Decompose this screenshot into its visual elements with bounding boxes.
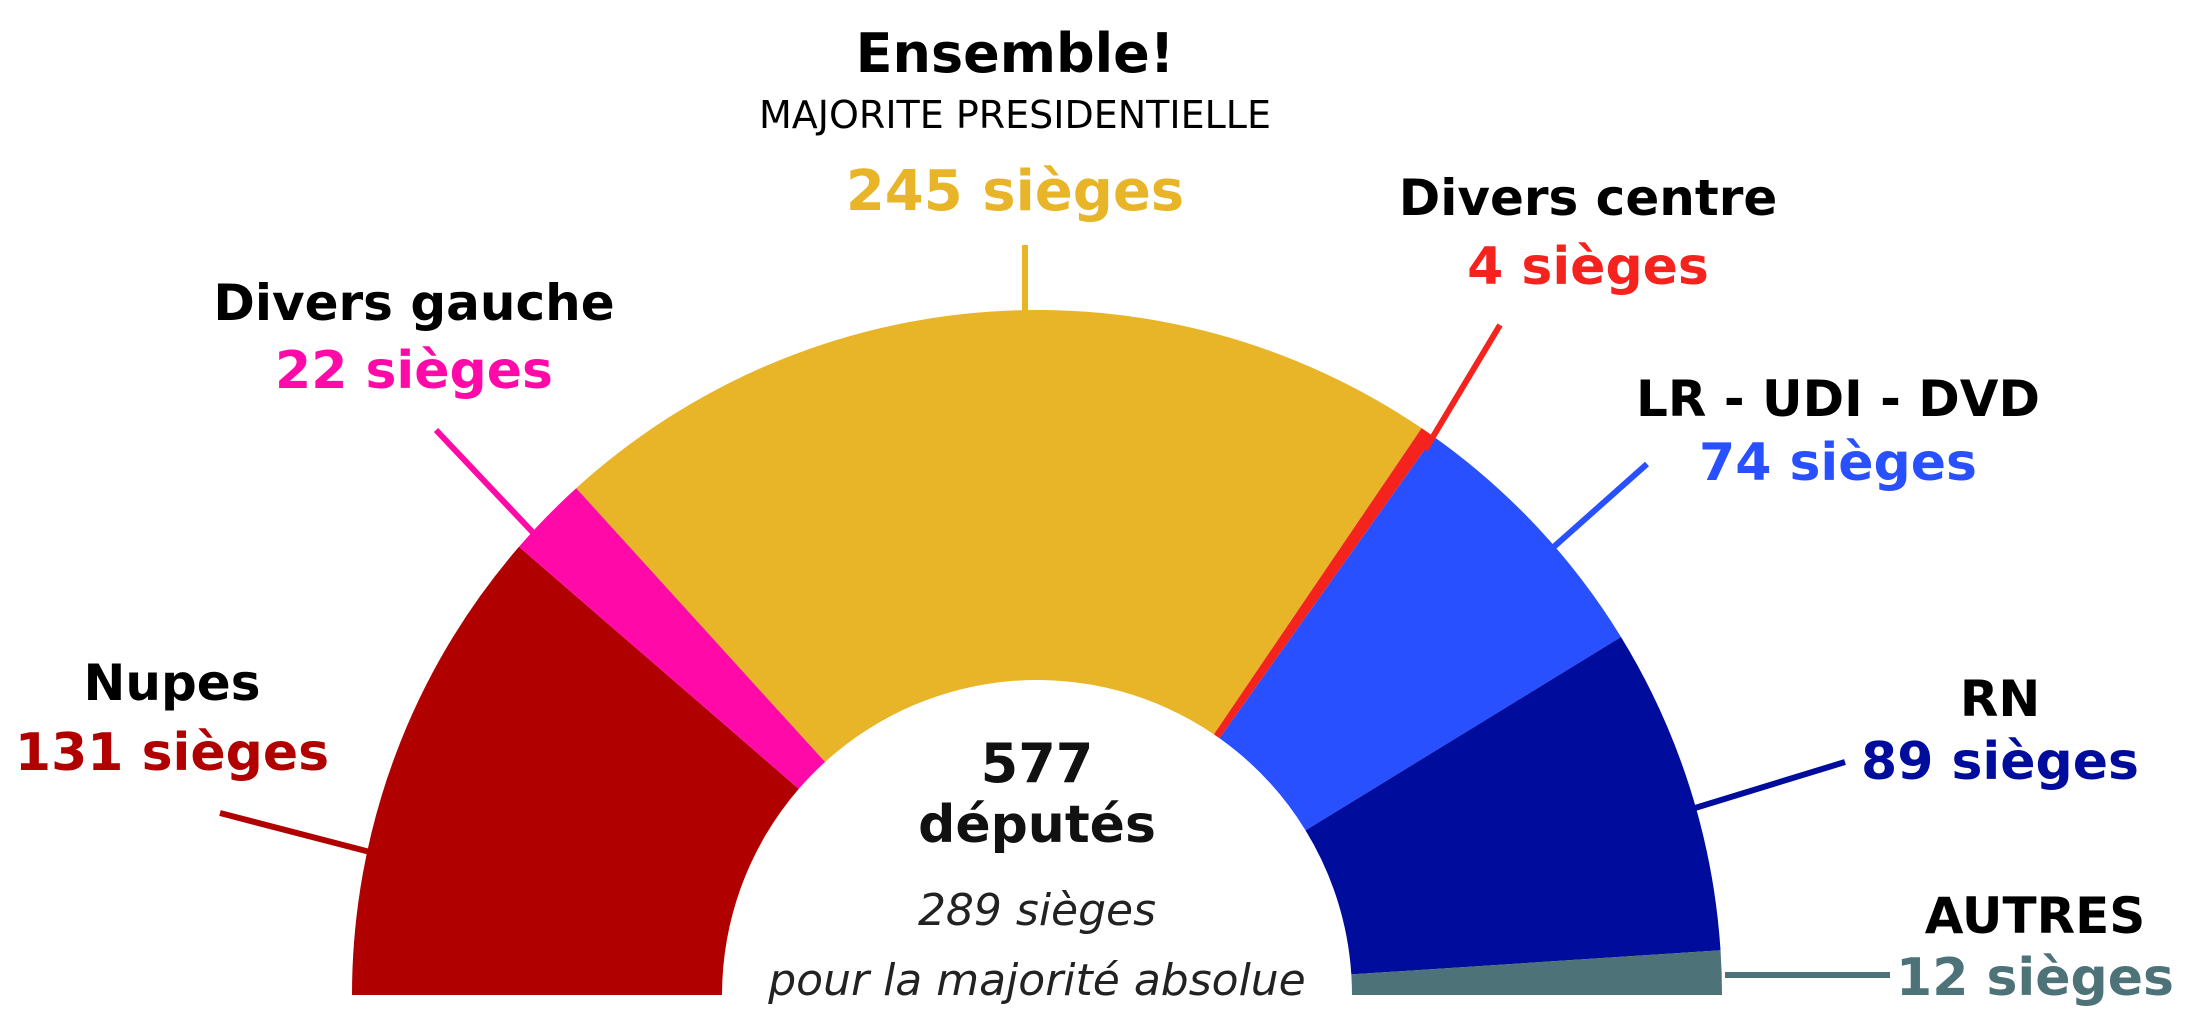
leader-line-divers-gauche	[433, 427, 543, 543]
total-seats-value: 577	[981, 732, 1094, 795]
segment-divers-centre	[1213, 428, 1434, 739]
majority-threshold: 289 sièges	[918, 885, 1156, 936]
party-name-divers-gauche: Divers gauche	[213, 274, 614, 332]
segment-lr-udi-dvd	[1219, 436, 1622, 831]
center-summary: 577 députés 289 sièges pour la majorité …	[767, 732, 1306, 1006]
total-seats-unit: députés	[918, 795, 1156, 855]
segment-divers-gauche	[518, 488, 826, 789]
party-seats-lr-udi-dvd: 74 sièges	[1699, 433, 1977, 493]
party-name-rn: RN	[1960, 670, 2040, 728]
party-seats-divers-gauche: 22 sièges	[275, 341, 553, 401]
party-seats-autres: 12 sièges	[1896, 948, 2174, 1008]
segment-autres	[1351, 950, 1722, 995]
seat-segments	[352, 310, 1722, 995]
segment-rn	[1305, 637, 1721, 975]
leader-lines	[219, 245, 1890, 978]
party-seats-ensemble: 245 sièges	[846, 159, 1184, 224]
party-name-nupes: Nupes	[84, 654, 261, 712]
party-labels: Nupes 131 sièges Divers gauche 22 sièges Ens…	[15, 22, 2174, 1008]
party-seats-rn: 89 sièges	[1861, 732, 2139, 792]
leader-line-divers-centre	[1422, 323, 1503, 452]
leader-line-rn	[1694, 759, 1846, 811]
party-subtitle-ensemble: MAJORITE PRESIDENTIELLE	[759, 93, 1271, 137]
party-name-divers-centre: Divers centre	[1399, 169, 1778, 227]
segment-ensemble	[576, 310, 1422, 762]
segment-nupes	[352, 546, 799, 995]
party-name-autres: AUTRES	[1925, 887, 2146, 945]
party-seats-divers-centre: 4 sièges	[1467, 237, 1709, 297]
party-name-ensemble: Ensemble!	[856, 22, 1175, 85]
majority-label: pour la majorité absolue	[767, 955, 1306, 1006]
leader-line-nupes	[219, 810, 371, 855]
party-seats-nupes: 131 sièges	[15, 723, 329, 783]
party-name-lr-udi-dvd: LR - UDI - DVD	[1636, 370, 2040, 428]
leader-line-lr-udi-dvd	[1546, 461, 1649, 555]
